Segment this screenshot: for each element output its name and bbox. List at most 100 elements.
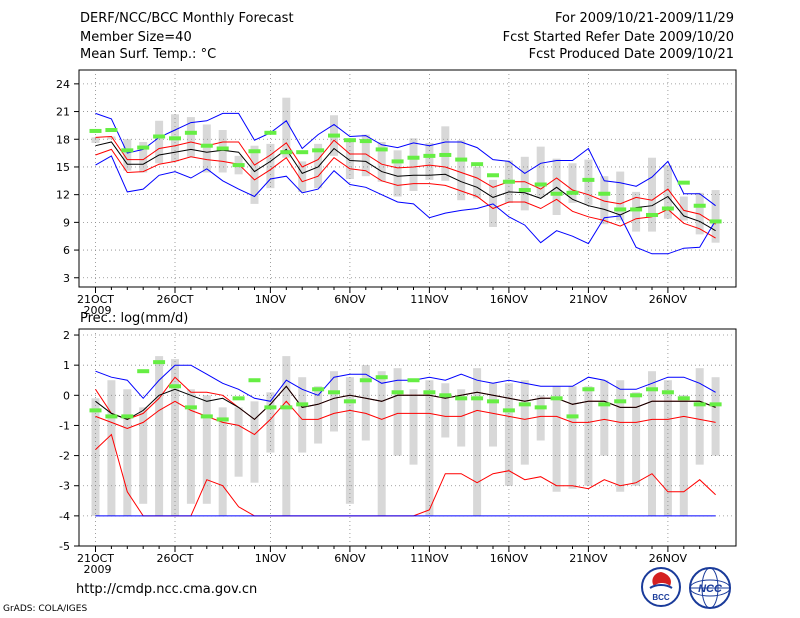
observation-mark	[423, 153, 436, 158]
spread-box	[282, 97, 291, 158]
observation-mark	[566, 414, 579, 419]
ncc-logo-text: NCC	[698, 583, 723, 595]
observation-mark	[375, 147, 388, 152]
observation-mark	[232, 396, 245, 401]
spread-box	[663, 380, 672, 516]
y-tick-label: 2	[63, 329, 70, 342]
spread-box	[91, 137, 100, 143]
spread-box	[536, 395, 545, 441]
observation-mark	[296, 402, 309, 407]
x-tick-label: 21NOV	[569, 552, 608, 565]
observation-mark	[105, 414, 118, 419]
spread-box	[632, 191, 641, 232]
observation-mark	[614, 399, 627, 404]
x-tick-label: 21OCT	[77, 552, 114, 565]
panel-temperature: 3 6 9 12 15 18 21 24 21OCT 26OCT 1NOV 6NOV 11NOV 16NO…	[56, 69, 737, 317]
spread-box	[648, 371, 656, 516]
observation-mark	[677, 180, 690, 185]
spread-box	[330, 371, 338, 432]
series-line-median	[95, 141, 716, 232]
observation-mark	[423, 390, 436, 395]
observation-mark	[328, 390, 340, 395]
forecast-start-date: Fcst Started Refer Date 2009/10/20	[502, 30, 734, 45]
observation-mark	[439, 393, 452, 398]
y-tick-label: 9	[63, 216, 70, 229]
observation-mark	[550, 191, 563, 196]
observation-mark	[630, 393, 643, 398]
spread-box	[552, 386, 561, 492]
observation-mark	[534, 182, 547, 187]
spread-box	[584, 386, 593, 486]
member-size: Member Size=40	[80, 30, 192, 45]
footer-url[interactable]: http://cmdp.ncc.cma.gov.cn	[76, 582, 258, 597]
series-line-lower	[95, 400, 716, 436]
y-tick-label: -3	[59, 480, 70, 493]
observation-mark	[693, 402, 706, 407]
observation-mark	[646, 212, 658, 217]
observation-mark	[280, 150, 293, 155]
observation-mark	[216, 417, 229, 422]
x-tick-label: 11NOV	[410, 552, 449, 565]
variable-label: Mean Surf. Temp.: °C	[80, 47, 217, 62]
spread-box	[616, 171, 625, 221]
observation-mark	[455, 396, 468, 401]
series-line-min	[95, 155, 717, 255]
spread-box	[139, 142, 148, 173]
x-tick-label: 26NOV	[649, 552, 688, 565]
spread-box	[457, 140, 466, 201]
observation-mark	[582, 177, 595, 182]
observation-mark	[264, 130, 277, 135]
spread-box	[473, 166, 482, 199]
observation-mark	[200, 414, 213, 419]
observation-mark	[582, 387, 595, 392]
observation-mark	[296, 150, 309, 155]
observation-mark	[471, 162, 484, 167]
x-tick-label: 6NOV	[334, 552, 366, 565]
y-tick-label: -2	[59, 450, 70, 463]
spread-box	[616, 380, 625, 492]
spread-box	[393, 368, 402, 456]
ncc-logo: NCC	[689, 567, 731, 609]
x-tick-label: 11NOV	[410, 293, 449, 306]
observation-mark	[598, 191, 611, 196]
spread-box	[711, 377, 720, 456]
spread-box	[361, 134, 370, 177]
observation-mark	[661, 390, 674, 395]
spread-box	[282, 356, 291, 516]
spread-box	[457, 389, 466, 447]
observation-mark	[264, 405, 277, 410]
spread-box	[520, 156, 529, 211]
x-tick-label: 6NOV	[334, 293, 366, 306]
spread-box	[314, 143, 323, 189]
observation-mark	[518, 402, 531, 407]
observation-mark	[184, 130, 197, 135]
panel-precipitation: -5 -4 -3 -2 -1 0 1 2 21OCT 26OCT 1NOV 6NOV 11NOV 16NO…	[59, 328, 737, 576]
spread-box	[600, 176, 609, 225]
y-tick-label: 12	[56, 189, 70, 202]
x-tick-label: 21OCT	[77, 293, 114, 306]
observation-mark	[598, 402, 611, 407]
spread-box	[202, 395, 211, 504]
series-line-max	[95, 112, 716, 207]
x-year-label: 2009	[84, 304, 112, 317]
series-line-lower	[95, 148, 716, 239]
y-tick-label: 3	[63, 272, 70, 285]
x-tick-label: 21NOV	[569, 293, 608, 306]
observation-mark	[502, 179, 515, 184]
spread-box	[520, 380, 529, 465]
observation-mark	[534, 405, 547, 410]
x-tick-label: 26NOV	[649, 293, 688, 306]
observation-mark	[105, 128, 118, 133]
plot-frame	[78, 69, 737, 288]
observation-mark	[566, 190, 579, 195]
observation-mark	[407, 155, 420, 160]
observation-mark	[312, 148, 325, 153]
observation-mark	[216, 146, 229, 151]
observation-mark	[328, 133, 340, 138]
observation-mark	[550, 396, 563, 401]
observation-mark	[375, 375, 388, 380]
spread-box	[361, 365, 370, 441]
observation-mark	[487, 399, 499, 404]
bcc-logo-text: BCC	[652, 593, 670, 602]
observation-mark	[518, 188, 531, 193]
